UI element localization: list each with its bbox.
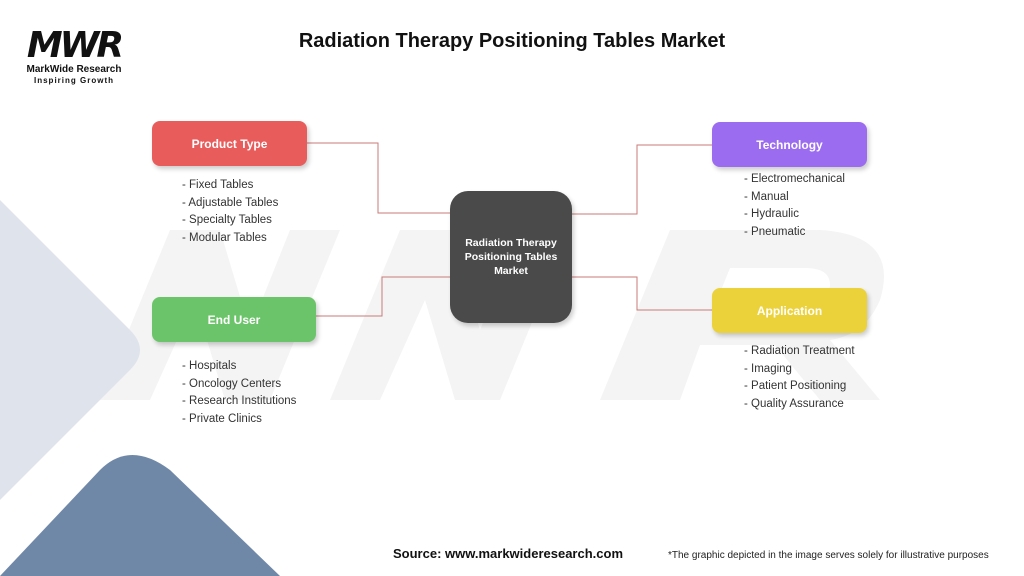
list-item: - Hydraulic xyxy=(744,208,799,221)
list-item: - Specialty Tables xyxy=(182,214,272,227)
list-item: - Pneumatic xyxy=(744,225,806,238)
page-title: Radiation Therapy Positioning Tables Mar… xyxy=(298,30,726,52)
technology-list: - Electromechanical - Manual - Hydraulic… xyxy=(744,171,845,241)
logo-mark: MWR xyxy=(26,25,124,66)
connector-application xyxy=(572,276,712,311)
list-item: - Radiation Treatment xyxy=(744,345,855,357)
application-list: - Radiation Treatment - Imaging - Patien… xyxy=(744,343,855,413)
list-item: - Hospitals xyxy=(182,360,237,372)
source-text: Source: www.markwideresearch.com xyxy=(393,546,624,561)
list-item: - Private Clinics xyxy=(182,412,262,425)
list-item: - Manual xyxy=(744,190,789,203)
list-item: - Patient Positioning xyxy=(744,380,847,393)
list-item: - Modular Tables xyxy=(182,231,267,244)
list-item: - Research Institutions xyxy=(182,395,297,408)
list-item: - Adjustable Tables xyxy=(182,196,279,209)
connector-product-type xyxy=(307,142,450,214)
list-item: - Imaging xyxy=(744,362,792,375)
center-node: Radiation Therapy Positioning Tables Mar… xyxy=(450,191,572,323)
logo-name: MarkWide Research xyxy=(26,64,122,75)
list-item: - Electromechanical xyxy=(744,173,845,185)
connector-end-user xyxy=(316,276,450,317)
connector-technology xyxy=(572,144,712,215)
product-type-list: - Fixed Tables - Adjustable Tables - Spe… xyxy=(182,177,278,247)
decor-shape-dark xyxy=(0,455,280,576)
category-product-type: Product Type xyxy=(152,121,307,166)
disclaimer-note: *The graphic depicted in the image serve… xyxy=(668,550,989,561)
list-item: - Oncology Centers xyxy=(182,377,282,390)
logo-tagline: Inspiring Growth xyxy=(34,76,114,85)
category-application: Application xyxy=(712,288,867,333)
category-end-user: End User xyxy=(152,297,316,342)
end-user-list: - Hospitals - Oncology Centers - Researc… xyxy=(182,358,296,428)
list-item: - Fixed Tables xyxy=(182,179,254,191)
logo: MWR MarkWide Research Inspiring Growth xyxy=(22,28,126,86)
list-item: - Quality Assurance xyxy=(744,397,844,410)
decor-shape-light xyxy=(0,200,140,500)
connectors xyxy=(307,142,712,317)
category-technology: Technology xyxy=(712,122,867,167)
